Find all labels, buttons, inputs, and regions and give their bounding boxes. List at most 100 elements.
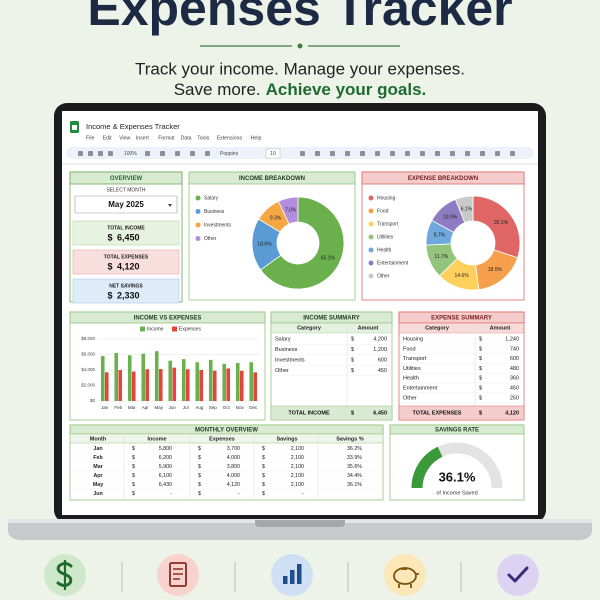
toolbar-icon[interactable] (420, 151, 425, 156)
currency-cell: $ (479, 385, 482, 391)
table-cell: Apr (93, 473, 102, 479)
legend-label: Investments (204, 222, 231, 228)
footer-icons (44, 554, 539, 596)
table-cell: Feb (93, 455, 103, 461)
toolbar-icon[interactable] (375, 151, 380, 156)
y-tick-label: $8,000 (81, 336, 95, 341)
menu-item[interactable]: Extensions (217, 135, 243, 141)
table-cell: 6,430 (159, 482, 172, 488)
toolbar-icon[interactable] (315, 151, 320, 156)
toolbar-icon[interactable] (465, 151, 470, 156)
toolbar-icon[interactable] (450, 151, 455, 156)
bar (158, 369, 163, 401)
menu-item[interactable]: Data (181, 135, 192, 141)
category-cell: Health (403, 376, 419, 382)
menu-item[interactable]: Help (251, 135, 262, 141)
toolbar-icon[interactable] (160, 151, 165, 156)
table-cell: $ (262, 473, 265, 479)
month-dropdown[interactable] (74, 195, 178, 214)
menu-item[interactable]: Format (158, 135, 175, 141)
table-cell: 3,700 (227, 446, 240, 452)
toolbar-icon[interactable] (88, 151, 93, 156)
menu-item[interactable]: Edit (103, 135, 112, 141)
card-label: TOTAL EXPENSES (104, 254, 149, 260)
legend-label: Utilities (377, 234, 394, 240)
bar (168, 360, 173, 401)
toolbar-icon[interactable] (175, 151, 180, 156)
menu-item[interactable]: Tools (197, 135, 210, 141)
category-cell: Housing (403, 336, 423, 342)
chart-icon (297, 564, 302, 584)
table-cell: 3,800 (227, 464, 240, 470)
legend-swatch (172, 326, 177, 332)
table-cell: $ (132, 482, 135, 488)
table-cell: 6,200 (159, 455, 172, 461)
toolbar-icon[interactable] (435, 151, 440, 156)
toolbar-icon[interactable] (330, 151, 335, 156)
icon-circle (497, 554, 539, 596)
table-cell: 4,000 (227, 455, 240, 461)
toolbar-icon[interactable] (300, 151, 305, 156)
gauge-value (411, 446, 443, 489)
toolbar-icon[interactable] (390, 151, 395, 156)
column-header: Category (297, 325, 322, 331)
amount-cell: 250 (510, 395, 519, 401)
slice-label: 6.1% (461, 206, 473, 212)
bar (141, 353, 146, 401)
table-cell: $ (198, 446, 201, 452)
check-icon (507, 566, 529, 583)
bar (145, 369, 150, 401)
font-size[interactable]: 10 (270, 151, 276, 157)
column-header: Income (147, 436, 166, 442)
panel-header (361, 171, 525, 185)
slice-label: 8.7% (434, 232, 446, 238)
toolbar-icon[interactable] (360, 151, 365, 156)
toolbar-icon[interactable] (108, 151, 113, 156)
legend-label: Housing (377, 195, 396, 201)
table-cell: $ (262, 464, 265, 470)
panel-header (188, 171, 356, 185)
amount-cell: 600 (378, 357, 387, 363)
receipt-icon (169, 562, 187, 587)
toolbar-icon[interactable] (510, 151, 515, 156)
toolbar-icon[interactable] (405, 151, 410, 156)
toolbar-icon[interactable] (495, 151, 500, 156)
table-cell: 2,100 (291, 455, 304, 461)
zoom[interactable]: 100% (124, 151, 137, 157)
toolbar-icon[interactable] (205, 151, 210, 156)
panel (389, 424, 525, 501)
panel-header (389, 424, 525, 435)
toolbar-icon[interactable] (480, 151, 485, 156)
table-cell: $ (132, 455, 135, 461)
slice-label: 14.6% (455, 273, 470, 279)
bar (131, 371, 136, 401)
amount-cell: 1,240 (505, 336, 519, 342)
font-select[interactable]: Poppins (220, 151, 239, 157)
menu-item[interactable]: View (119, 135, 130, 141)
toolbar-icon[interactable] (78, 151, 83, 156)
toolbar-icon[interactable] (98, 151, 103, 156)
category-cell: Entertainment (403, 385, 438, 391)
x-tick-label: Jun (169, 405, 177, 410)
table-cell: Jun (93, 491, 102, 497)
amount-cell: 740 (510, 346, 519, 352)
y-tick-label: $0 (90, 398, 96, 403)
table-cell: $ (262, 482, 265, 488)
toolbar-icon[interactable] (145, 151, 150, 156)
table-cell: $ (198, 455, 201, 461)
card-amount: 4,120 (117, 261, 140, 271)
currency-cell: $ (351, 357, 354, 363)
currency-cell: $ (479, 376, 482, 382)
bar (118, 370, 123, 401)
menu-item[interactable]: Insert (136, 135, 150, 141)
category-cell: Utilities (403, 366, 421, 372)
amount-cell: 480 (510, 366, 519, 372)
toolbar-icon[interactable] (345, 151, 350, 156)
legend-swatch (368, 247, 374, 253)
menu-item[interactable]: File (86, 135, 94, 141)
bar (195, 362, 200, 401)
toolbar-icon[interactable] (190, 151, 195, 156)
panel-title: EXPENSE SUMMARY (431, 316, 492, 322)
column-header: Amount (490, 325, 511, 331)
